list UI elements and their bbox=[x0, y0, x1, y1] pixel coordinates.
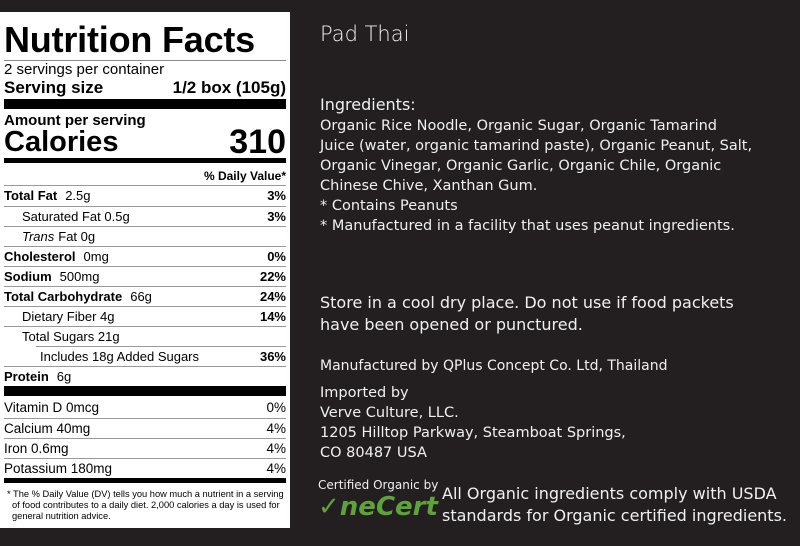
nutrient-label: Dietary Fiber 4g bbox=[4, 307, 122, 326]
product-name: Pad Thai bbox=[320, 22, 410, 46]
vitamin-daily-value: 4% bbox=[266, 461, 286, 476]
nutrient-label: Trans Fat 0g bbox=[4, 227, 95, 246]
vitamin-name: Iron 0.6mg bbox=[4, 441, 69, 456]
vitamin-row: Iron 0.6mg 4% bbox=[4, 438, 286, 458]
calories-label: Calories bbox=[4, 126, 119, 158]
divider bbox=[4, 158, 286, 163]
ingredients-heading: Ingredients: bbox=[320, 95, 416, 114]
daily-value-header: % Daily Value* bbox=[4, 167, 286, 186]
nutrient-name: Dietary Fiber 4g bbox=[22, 309, 115, 324]
nutrient-amount: 6g bbox=[56, 369, 72, 384]
text-line: have been opened or punctured. bbox=[320, 315, 583, 334]
nutrient-row: Total Fat 2.5g 3% bbox=[4, 186, 286, 206]
footnote: * The % Daily Value (DV) tells you how m… bbox=[7, 489, 284, 521]
serving-size-value: 1/2 box (105g) bbox=[172, 78, 286, 97]
onecert-logo: ✓neCert bbox=[318, 492, 438, 522]
serving-size: Serving size 1/2 box (105g) bbox=[4, 78, 286, 97]
nutrient-name: Saturated Fat 0.5g bbox=[22, 209, 130, 224]
nutrient-row: Includes 18g Added Sugars 36% bbox=[36, 346, 286, 366]
calories: Calories 310 bbox=[4, 123, 286, 161]
vitamin-daily-value: 4% bbox=[266, 441, 286, 456]
text-line: 1205 Hilltop Parkway, Steamboat Springs, bbox=[320, 425, 626, 441]
nutrient-label: Total Carbohydrate 66g bbox=[4, 287, 152, 306]
nutrition-facts-panel: Nutrition Facts 2 servings per container… bbox=[0, 12, 290, 528]
divider bbox=[4, 99, 286, 109]
nutrient-label: Total Sugars 21g bbox=[4, 327, 128, 346]
nutrient-label: Saturated Fat 0.5g bbox=[4, 207, 138, 226]
vitamin-row: Vitamin D 0mcg 0% bbox=[4, 398, 286, 418]
vitamin-daily-value: 4% bbox=[266, 421, 286, 436]
nutrient-name: Total Sugars 21g bbox=[22, 329, 120, 344]
nutrient-row: Total Carbohydrate 66g 24% bbox=[4, 286, 286, 306]
vitamin-row: Potassium 180mg 4% bbox=[4, 458, 286, 478]
vitamin-daily-value: 0% bbox=[266, 400, 286, 415]
nutrient-name: Trans bbox=[22, 229, 55, 244]
vitamin-name: Vitamin D 0mcg bbox=[4, 400, 100, 415]
amount-per-serving: Amount per serving bbox=[4, 112, 146, 129]
nutrient-daily-value: 3% bbox=[267, 209, 286, 224]
ingredients-text: Organic Rice Noodle, Organic Sugar, Orga… bbox=[320, 116, 752, 236]
nutrient-label: Cholesterol 0mg bbox=[4, 247, 109, 266]
text-line: * Contains Peanuts bbox=[320, 198, 458, 214]
nutrient-daily-value: 3% bbox=[267, 188, 286, 203]
text-line: Chinese Chive, Xanthan Gum. bbox=[320, 178, 538, 194]
manufacturer: Manufactured by QPlus Concept Co. Ltd, T… bbox=[320, 358, 668, 374]
storage-text: Store in a cool dry place. Do not use if… bbox=[320, 292, 734, 336]
servings-per-container: 2 servings per container bbox=[4, 61, 165, 78]
nutrient-row: Total Sugars 21g bbox=[4, 326, 286, 346]
serving-size-label: Serving size bbox=[4, 78, 104, 97]
nutrient-name: Total Carbohydrate bbox=[4, 289, 123, 304]
nutrient-row: Cholesterol 0mg 0% bbox=[4, 246, 286, 266]
nutrient-name: Total Fat bbox=[4, 188, 58, 203]
nutrient-name: Includes 18g Added Sugars bbox=[40, 349, 200, 364]
nutrient-daily-value: 36% bbox=[259, 349, 286, 364]
text-line: Organic Vinegar, Organic Garlic, Organic… bbox=[320, 158, 722, 174]
text-line: standards for Organic certified ingredie… bbox=[442, 506, 787, 525]
nutrient-label: Sodium 500mg bbox=[4, 267, 99, 286]
text-line: CO 80487 USA bbox=[320, 445, 427, 461]
vitamin-row: Calcium 40mg 4% bbox=[4, 418, 286, 438]
nutrient-row: Trans Fat 0g bbox=[4, 226, 286, 246]
calories-value: 310 bbox=[229, 123, 286, 161]
divider bbox=[4, 386, 286, 396]
organic-statement: All Organic ingredients comply with USDA… bbox=[442, 483, 787, 527]
panel-title: Nutrition Facts bbox=[4, 20, 286, 61]
nutrient-amount: Fat 0g bbox=[58, 229, 96, 244]
nutrient-amount: 2.5g bbox=[65, 188, 91, 203]
nutrient-amount: 500mg bbox=[59, 269, 100, 284]
nutrient-row: Dietary Fiber 4g 14% bbox=[4, 306, 286, 326]
nutrient-label: Total Fat 2.5g bbox=[4, 186, 91, 206]
nutrient-amount: 66g bbox=[130, 289, 152, 304]
text-line: Verve Culture, LLC. bbox=[320, 405, 459, 421]
nutrient-row: Sodium 500mg 22% bbox=[4, 266, 286, 286]
nutrient-name: Cholesterol bbox=[4, 249, 76, 264]
nutrient-name: Sodium bbox=[4, 269, 52, 284]
nutrient-daily-value: 24% bbox=[259, 289, 286, 304]
nutrient-name: Protein bbox=[4, 369, 49, 384]
divider bbox=[4, 478, 286, 483]
nutrient-daily-value: 22% bbox=[259, 269, 286, 284]
text-line: Imported by bbox=[320, 385, 409, 401]
nutrient-row: Saturated Fat 0.5g 3% bbox=[4, 206, 286, 226]
nutrient-daily-value: 14% bbox=[259, 309, 286, 324]
text-line: Juice (water, organic tamarind paste), O… bbox=[320, 138, 753, 154]
text-line: Organic Rice Noodle, Organic Sugar, Orga… bbox=[320, 118, 717, 134]
certified-by-label: Certified Organic by bbox=[318, 478, 439, 492]
check-icon: ✓ bbox=[318, 492, 340, 522]
nutrient-label: Includes 18g Added Sugars bbox=[36, 347, 207, 366]
nutrient-label: Protein 6g bbox=[4, 367, 71, 386]
vitamin-name: Potassium 180mg bbox=[4, 461, 113, 476]
importer: Imported by Verve Culture, LLC. 1205 Hillt… bbox=[320, 383, 626, 463]
text-line: All Organic ingredients comply with USDA bbox=[442, 484, 777, 503]
vitamin-name: Calcium 40mg bbox=[4, 421, 91, 436]
nutrient-daily-value: 0% bbox=[267, 249, 286, 264]
nutrient-row: Protein 6g bbox=[4, 366, 286, 386]
text-line: Store in a cool dry place. Do not use if… bbox=[320, 293, 734, 312]
text-line: * Manufactured in a facility that uses p… bbox=[320, 218, 735, 234]
nutrient-amount: 0mg bbox=[83, 249, 109, 264]
